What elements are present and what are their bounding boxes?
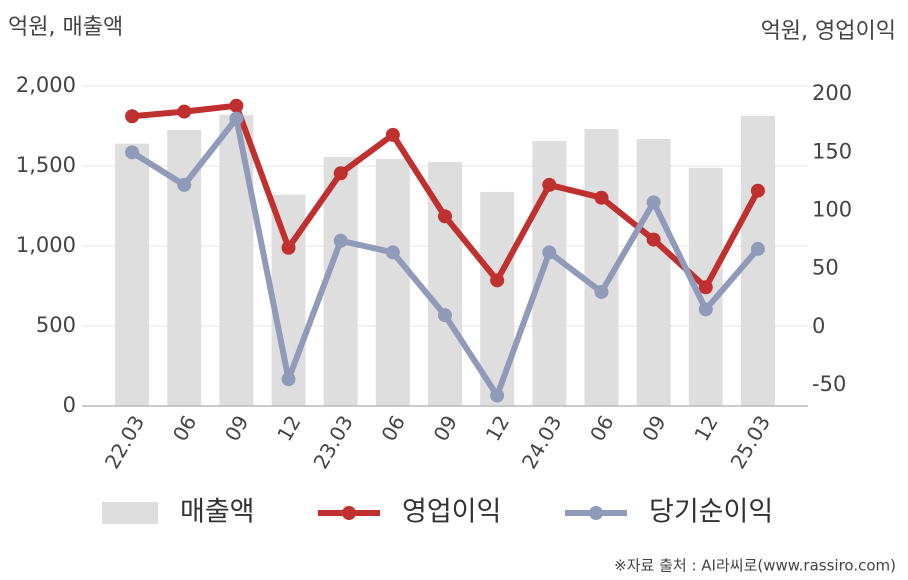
x-tick-label: 22.03 (100, 411, 149, 473)
point (750, 241, 765, 256)
point (385, 245, 400, 260)
x-tick-label: 23.03 (308, 411, 357, 473)
x-tick-label: 12 (272, 411, 306, 445)
point (698, 302, 713, 317)
x-tick-label: 06 (585, 411, 619, 445)
x-tick-label: 12 (481, 411, 515, 445)
x-tick-label: 09 (637, 411, 671, 445)
x-tick-label: 24.03 (517, 411, 566, 473)
source: ※자료 출처 : AI라씨로(www.rassiro.com) (614, 557, 896, 575)
x-tick-label: 25.03 (726, 411, 775, 473)
point (542, 177, 557, 192)
point (177, 177, 192, 192)
legend-swatch (342, 506, 356, 520)
point (490, 388, 505, 403)
legend-swatch (102, 502, 158, 524)
point (229, 98, 244, 113)
point (594, 190, 609, 205)
x-tick-label: 09 (220, 411, 254, 445)
y-axis-label: 억원, 매출액 (8, 15, 123, 40)
point (750, 183, 765, 198)
point (125, 145, 140, 160)
y-tick-label: 1,500 (16, 153, 76, 177)
legend-label: 매출액 (180, 497, 255, 528)
bar (375, 158, 410, 406)
point (385, 127, 400, 142)
legend-label: 영업이익 (402, 497, 501, 528)
point (490, 273, 505, 288)
point (698, 280, 713, 295)
y2-tick-label: 200 (812, 81, 852, 105)
x-tick-label: 12 (689, 411, 723, 445)
y2-tick-label: -50 (812, 372, 846, 396)
x-tick-label: 06 (376, 411, 410, 445)
bar (115, 143, 150, 406)
y2-tick-label: 0 (812, 314, 825, 338)
point (594, 284, 609, 299)
y2-tick-label: 150 (812, 139, 852, 163)
point (125, 109, 140, 124)
bar (323, 157, 358, 406)
point (281, 240, 296, 255)
y2-tick-label: 100 (812, 198, 852, 222)
y-tick-label: 500 (36, 313, 76, 337)
y-tick-label: 2,000 (16, 73, 76, 97)
bar (219, 114, 254, 407)
point (438, 209, 452, 224)
y-tick-label: 0 (63, 393, 76, 417)
y2-tick-label: 50 (812, 256, 839, 280)
x-tick-label: 09 (429, 411, 463, 445)
legend-label: 당기순이익 (649, 497, 773, 528)
y2-axis-label: 억원, 영업이익 (761, 19, 896, 44)
point (438, 308, 452, 323)
point (281, 372, 296, 387)
point (646, 195, 661, 210)
point (542, 245, 557, 260)
y-tick-label: 1,000 (16, 233, 76, 257)
point (333, 166, 348, 181)
bar (636, 138, 671, 406)
point (333, 233, 348, 248)
point (177, 104, 192, 119)
legend-swatch (589, 506, 603, 520)
x-tick-label: 06 (168, 411, 202, 445)
point (229, 111, 244, 126)
point (646, 232, 661, 247)
